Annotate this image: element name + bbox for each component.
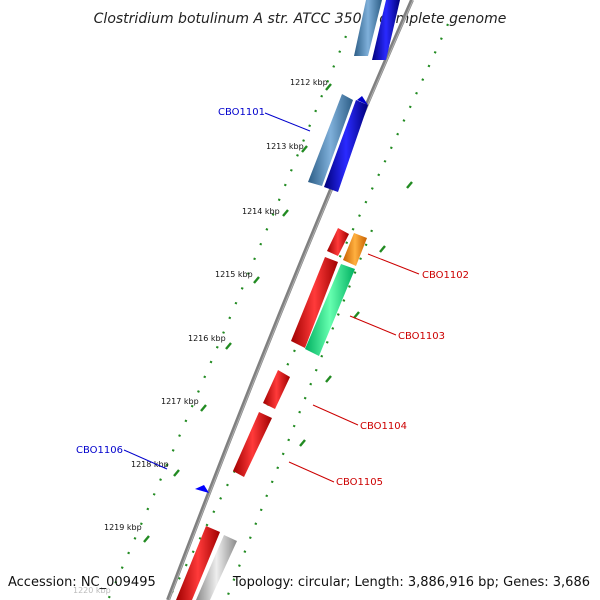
gene-label-cbo1103[interactable]: CBO1103 <box>398 331 445 342</box>
gene-labels: CBO1101 CBO1102 CBO1103 CBO1104 CBO1105 … <box>76 107 469 488</box>
gene-bottom-grey <box>196 535 237 600</box>
gene-cbo1101-arrowhead <box>357 96 368 105</box>
gene-label-cbo1105[interactable]: CBO1105 <box>336 477 383 488</box>
gene-cbo1102-orange <box>343 233 367 266</box>
middle-tick-track <box>224 229 374 600</box>
gene-bottom-red <box>176 526 220 600</box>
gene-cbo1103-red <box>291 257 338 348</box>
gene-top-blue <box>372 0 400 60</box>
gene-top-steel <box>354 0 382 56</box>
gene-cbo1101-steel <box>308 94 353 186</box>
tick-label: 1212 kbp <box>290 78 328 87</box>
genome-backbone-highlight <box>168 0 414 600</box>
tick-label: 1214 kbp <box>242 207 280 216</box>
gene-label-cbo1102[interactable]: CBO1102 <box>422 270 469 281</box>
gene-cbo1103[interactable] <box>305 264 355 356</box>
tick-label: 1219 kbp <box>104 523 142 532</box>
tick-label: 1217 kbp <box>161 397 199 406</box>
gene-label-cbo1106[interactable]: CBO1106 <box>76 445 123 456</box>
topology-summary: Topology: circular; Length: 3,886,916 bp… <box>232 575 590 590</box>
gene-label-cbo1101[interactable]: CBO1101 <box>218 107 265 118</box>
map-title: Clostridium botulinum A str. ATCC 3502, … <box>94 11 507 27</box>
tick-label: 1218 kbp <box>131 460 169 469</box>
tick-label: 1213 kbp <box>266 142 304 151</box>
gene-cbo1106[interactable] <box>195 485 209 493</box>
tick-label: 1216 kbp <box>188 334 226 343</box>
label-leaders <box>123 112 420 483</box>
gene-cbo1102[interactable] <box>327 228 349 256</box>
kbp-tick-marks <box>143 83 413 543</box>
inner-tick-track <box>106 35 348 600</box>
gene-cbo1104[interactable] <box>263 370 290 409</box>
gene-label-cbo1104[interactable]: CBO1104 <box>360 421 407 432</box>
kbp-labels: 1212 kbp 1213 kbp 1214 kbp 1215 kbp 1216… <box>73 78 328 595</box>
tick-label: 1215 kbp <box>215 270 253 279</box>
accession-text: Accession: NC_009495 <box>8 575 156 590</box>
gene-cbo1101[interactable] <box>324 100 368 192</box>
genome-backbone <box>166 0 414 600</box>
gene-cbo1105[interactable] <box>233 412 272 477</box>
tick-label: 1220 kbp <box>73 586 111 595</box>
